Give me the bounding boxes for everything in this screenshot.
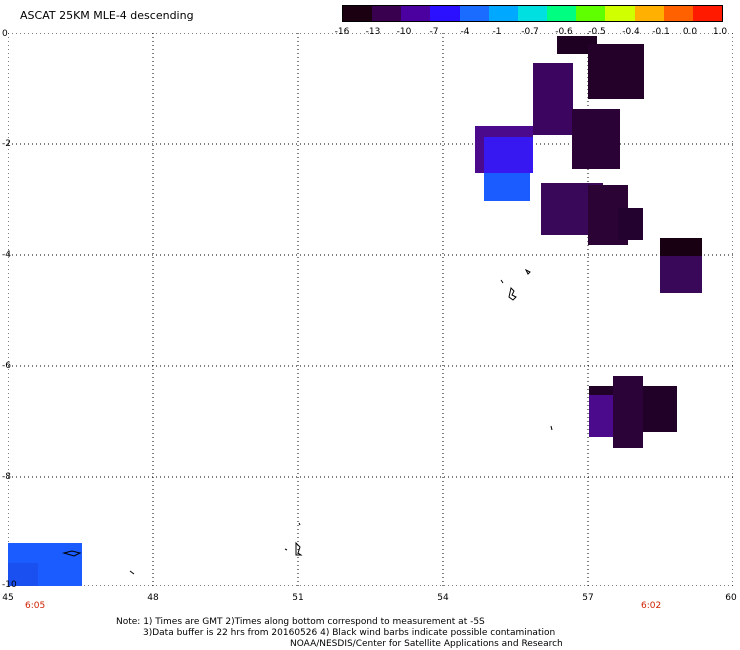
lat-tick-label: -10	[2, 580, 17, 590]
color-swatch	[663, 6, 693, 21]
map-title: ASCAT 25KM MLE-4 descending	[20, 9, 194, 22]
colorbar-tick-label: -0.7	[521, 27, 539, 37]
lon-tick-label: 60	[725, 593, 737, 603]
lat-tick-label: -4	[2, 250, 11, 260]
colorbar-tick-label: -0.5	[588, 27, 606, 37]
colorbar-tick-label: -1	[492, 27, 502, 37]
lon-tick-label: 48	[147, 593, 159, 603]
colorbar-tick-label: -13	[365, 27, 381, 37]
colorbar-tick-label: -16	[334, 27, 350, 37]
color-swatch	[372, 6, 402, 21]
graticule	[8, 33, 733, 586]
lon-tick-label: 51	[292, 593, 304, 603]
lon-tick-label: 54	[437, 593, 449, 603]
color-swatch	[547, 6, 577, 21]
lat-tick-label: -2	[2, 139, 11, 149]
colorbar-tick-label: -10	[396, 27, 412, 37]
color-scale-bar	[342, 5, 723, 22]
time-label-left: 6:05	[25, 601, 46, 611]
color-swatch	[692, 6, 723, 21]
colorbar-tick-label: -7	[429, 27, 439, 37]
color-swatch	[459, 6, 489, 21]
lat-tick-label: -8	[2, 472, 11, 482]
colorbar-tick-label: -0.6	[555, 27, 573, 37]
time-label-right: 6:02	[641, 601, 662, 611]
colorbar-tick-label: 0.0	[682, 27, 698, 37]
lon-tick-label: 57	[582, 593, 594, 603]
scatterometer-swath-blocks	[8, 36, 702, 586]
wind-map-plot	[8, 33, 733, 586]
color-swatch	[343, 6, 373, 21]
colorbar-tick-label: 1.0	[712, 27, 728, 37]
colorbar-tick-label: -0.1	[652, 27, 670, 37]
color-swatch	[401, 6, 431, 21]
note-line-3: NOAA/NESDIS/Center for Satellite Applica…	[290, 639, 563, 649]
color-swatch	[605, 6, 635, 21]
lat-tick-label: -6	[2, 361, 11, 371]
note-line-1: Note: 1) Times are GMT 2)Times along bot…	[116, 617, 485, 627]
color-swatch	[576, 6, 606, 21]
color-swatch	[634, 6, 664, 21]
lat-tick-label: 0	[2, 29, 8, 39]
color-swatch	[488, 6, 518, 21]
note-line-2: 3)Data buffer is 22 hrs from 20160526 4)…	[143, 628, 556, 638]
colorbar-tick-label: -0.4	[622, 27, 640, 37]
color-swatch	[517, 6, 548, 21]
colorbar-tick-label: -4	[460, 27, 470, 37]
island-outlines	[62, 268, 553, 575]
lon-tick-label: 45	[2, 593, 14, 603]
color-swatch	[430, 6, 460, 21]
